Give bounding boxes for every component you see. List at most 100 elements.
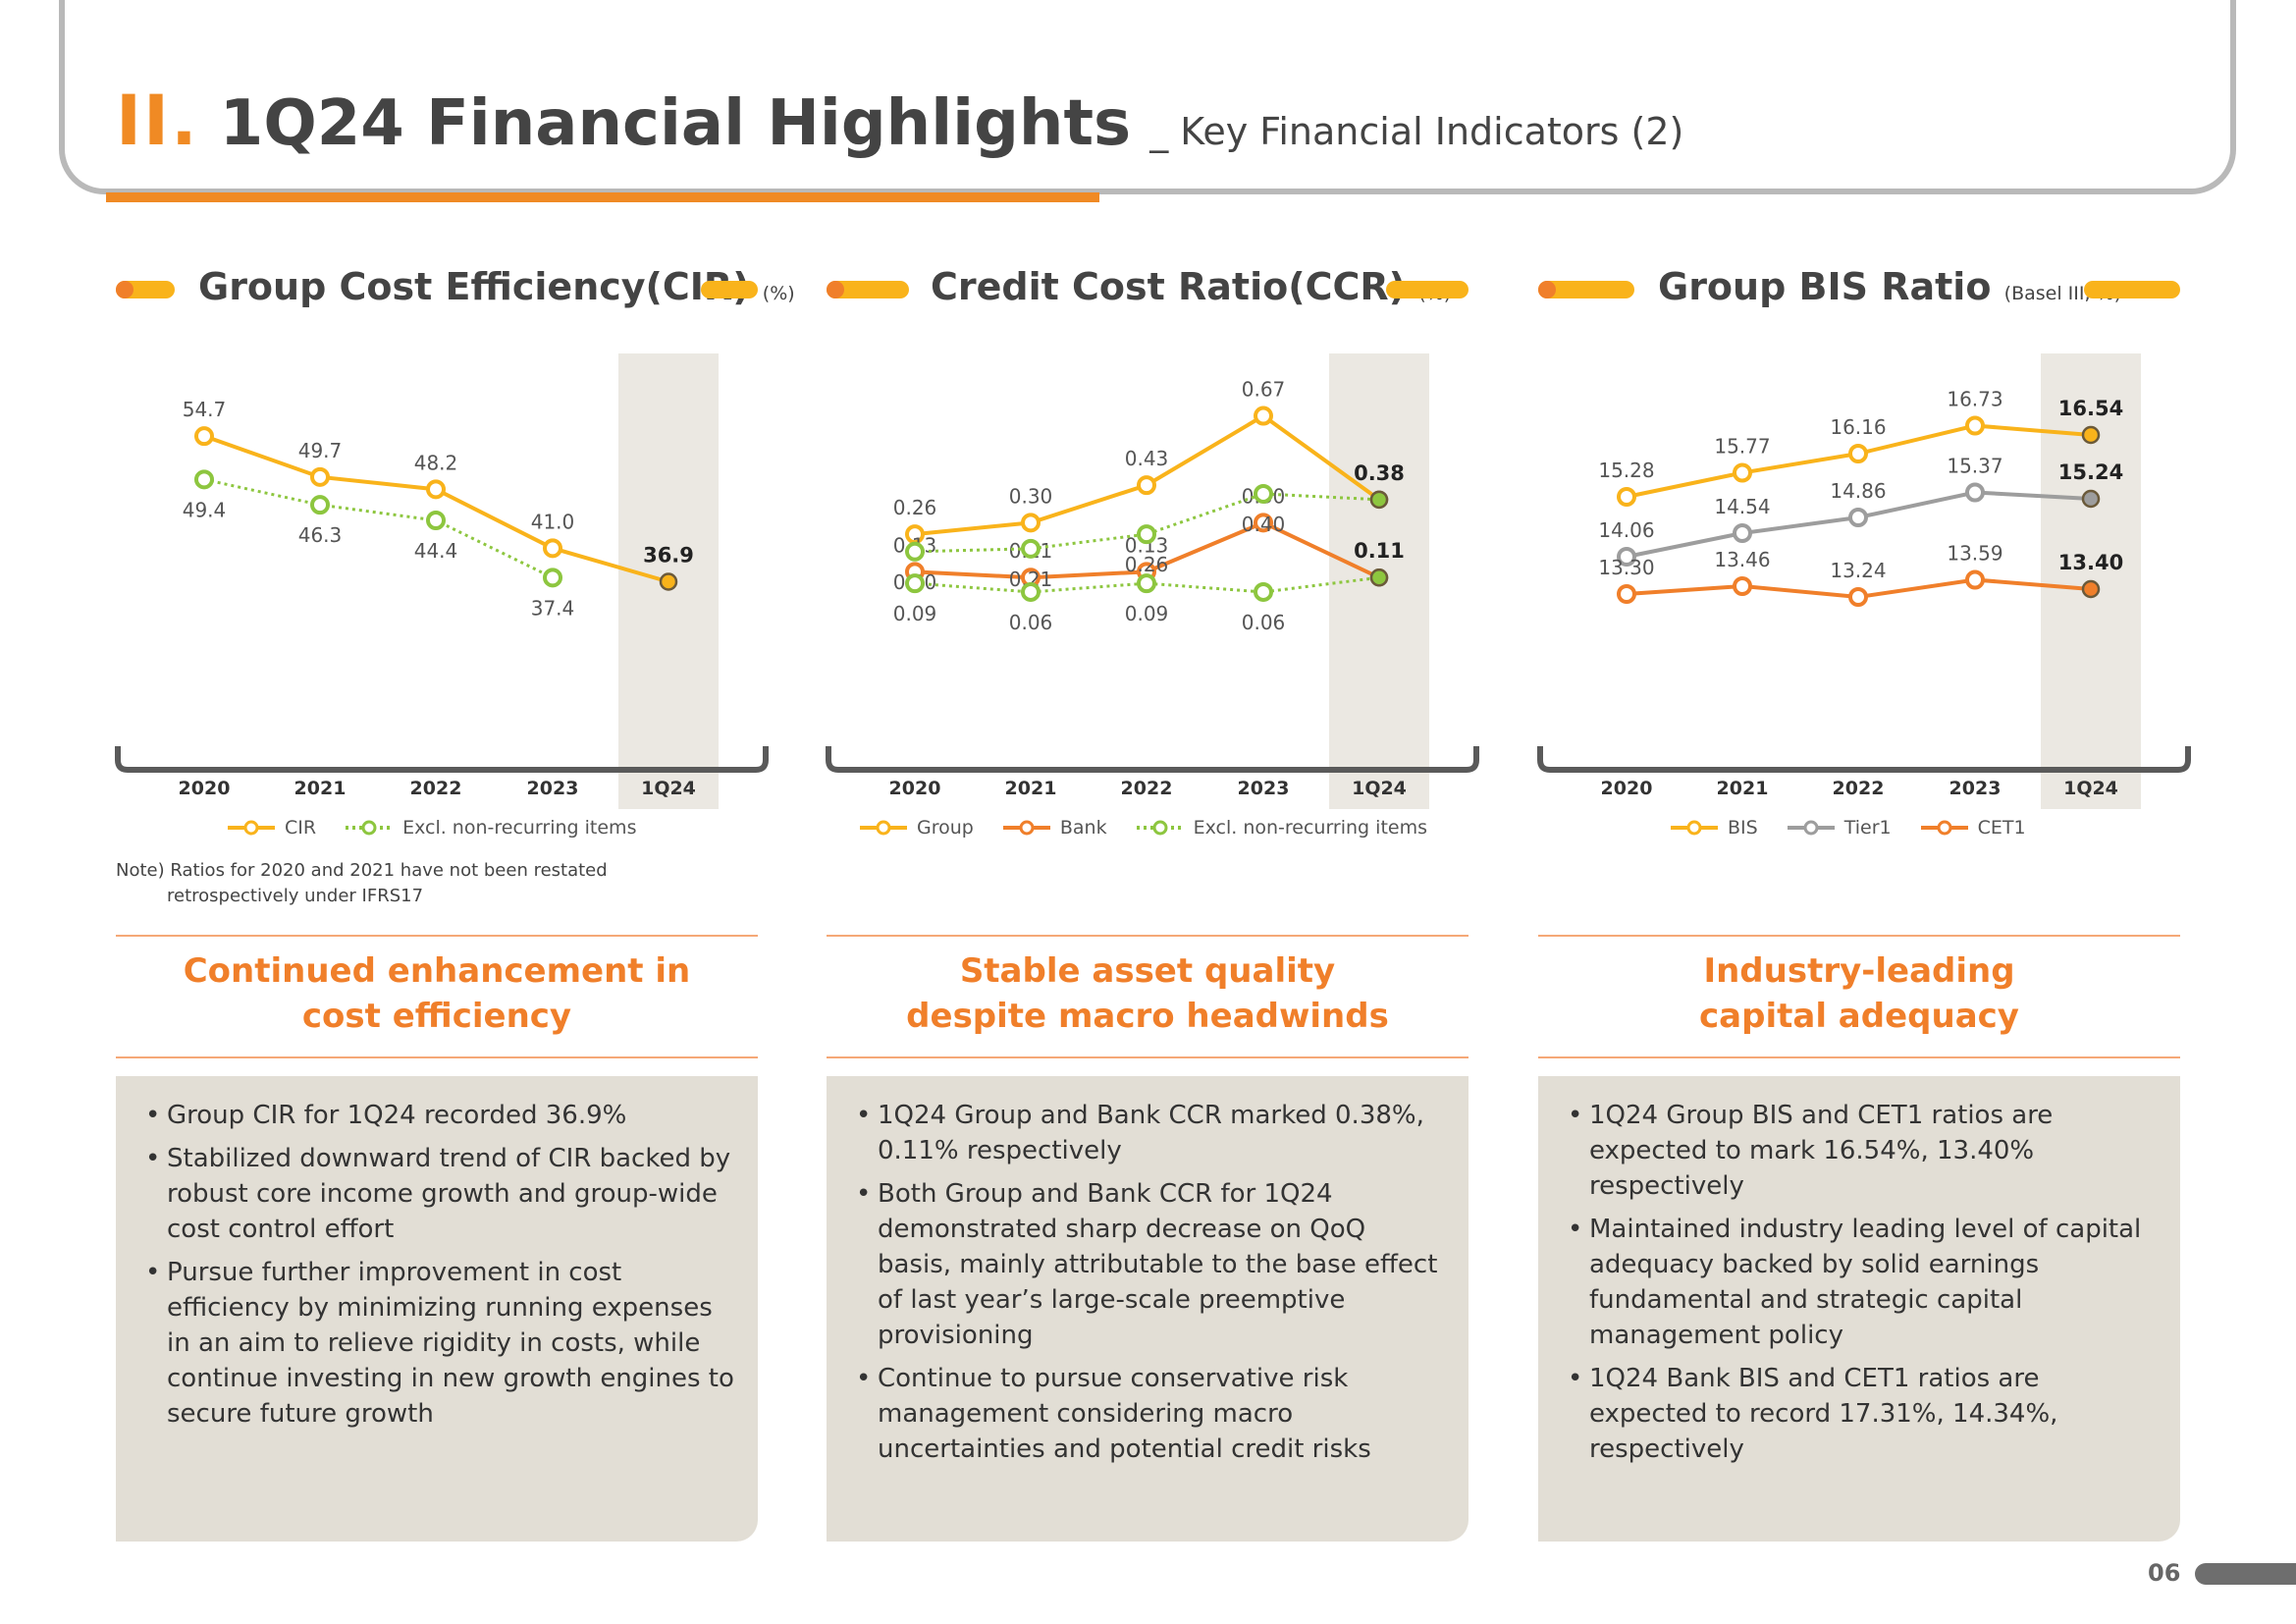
data-point [2081,425,2101,445]
bullet-item: 1Q24 Bank BIS and CET1 ratios are expect… [1568,1361,2157,1467]
data-point [194,426,214,447]
section-header-ccr: Credit Cost Ratio(CCR) (%) [827,261,1468,320]
legend-swatch-icon [1002,820,1050,836]
chart-note: Note) Ratios for 2020 and 2021 have not … [116,860,608,906]
data-label: 44.4 [414,539,458,563]
data-point [1733,576,1752,596]
data-point [1254,406,1273,426]
section-header-bis: Group BIS Ratio (Basel III, %) [1538,261,2180,320]
legend-item: Excl. non-recurring items [344,817,636,839]
divider-bottom [827,1056,1468,1058]
data-point [1965,415,1985,436]
legend-item: Group [858,817,974,839]
data-label: 46.3 [298,523,343,547]
data-point [1137,475,1156,496]
chart-ccr-svg: 2020 2021 2022 2023 1Q24 0.26 0.30 0.43 0.67 0.38… [826,353,1479,809]
data-label: 13.24 [1830,559,1886,582]
x-tick-label: 2023 [527,778,579,799]
x-tick-label: 2021 [1717,778,1769,799]
legend-swatch-icon [1136,820,1184,836]
x-tick-label: 1Q24 [1352,778,1407,799]
x-tick-label: 2021 [1005,778,1057,799]
section-title: Credit Cost Ratio(CCR) (%) [931,265,1451,308]
data-label: 48.2 [414,451,458,474]
data-label: 13.40 [2058,551,2123,574]
data-point [426,511,446,530]
series-line [203,477,554,579]
legend-ccr: Group Bank Excl. non-recurring items [858,817,1455,846]
pill-left-icon [116,281,175,298]
legend-item: Tier1 [1786,817,1892,839]
chart-cir-svg: 2020 2021 2022 2023 1Q24 54.7 49.7 48.2 41.0 36.9… [115,353,769,809]
chart-bis: 2020 2021 2022 2023 1Q24 15.28 15.77 16.16 16.73… [1530,344,2198,815]
bullet-item: Both Group and Bank CCR for 1Q24 demonst… [856,1176,1445,1353]
data-point [1617,487,1636,507]
divider-top [1538,935,2180,937]
legend-label: BIS [1728,817,1758,839]
data-point [1848,508,1868,527]
data-point [1965,482,1985,503]
pill-left-icon [827,281,909,298]
data-label: 16.54 [2058,397,2123,420]
data-label: 49.4 [183,498,227,521]
data-point [1965,569,1985,590]
data-point [1254,581,1273,602]
data-label: 49.7 [298,439,343,462]
series-line [914,492,1380,554]
data-point [1617,584,1636,604]
legend-item: Bank [1001,817,1107,839]
divider-top [116,935,758,937]
legend-label: Group [917,817,974,839]
data-point [659,572,678,591]
data-point [905,573,925,594]
x-tick-label: 2023 [1238,778,1290,799]
bullet-item: Pursue further improvement in cost effic… [145,1255,734,1432]
pill-right-icon [701,281,758,298]
legend-swatch-icon [1920,820,1968,836]
x-tick-label: 2020 [1601,778,1653,799]
data-label: 0.43 [1125,447,1169,470]
x-axis-bracket [1537,746,2191,773]
data-label: 13.46 [1714,548,1770,571]
bullet-item: 1Q24 Group BIS and CET1 ratios are expec… [1568,1098,2157,1204]
data-label: 13.30 [1598,556,1654,579]
x-tick-label: 1Q24 [641,778,696,799]
x-tick-label: 2022 [410,778,462,799]
legend-item: CIR [226,817,316,839]
legend-label: CET1 [1977,817,2026,839]
data-label: 36.9 [643,544,694,568]
bullet-item: Stabilized downward trend of CIR backed … [145,1141,734,1247]
data-label: 14.54 [1714,495,1770,518]
data-point [310,495,330,515]
data-label: 54.7 [183,398,227,421]
data-label: 0.06 [1009,611,1053,634]
bullet-item: Maintained industry leading level of cap… [1568,1212,2157,1353]
pill-left-icon [1538,281,1634,298]
data-label: 16.73 [1947,388,2002,411]
data-label: 0.40 [1242,513,1286,536]
pill-right-icon [2084,281,2180,298]
data-label: 0.09 [1125,602,1169,625]
data-point [543,568,562,588]
data-label: 0.09 [893,602,937,625]
chart-cir: 2020 2021 2022 2023 1Q24 54.7 49.7 48.2 41.0 36.9… [108,344,775,815]
legend-label: Tier1 [1843,817,1892,839]
data-point [1021,538,1041,559]
title-subtitle: _ Key Financial Indicators (2) [1149,110,1684,153]
data-label: 15.37 [1947,455,2002,478]
divider-top [827,935,1468,937]
section-number: II. [116,81,199,161]
data-point [310,466,330,487]
data-point [1617,547,1636,567]
x-tick-label: 2022 [1121,778,1173,799]
legend-swatch-icon [1671,820,1718,836]
data-point [905,541,925,562]
page-number-bar [2195,1563,2296,1585]
page-number: 06 [2148,1559,2181,1587]
data-label: 0.38 [1354,461,1405,485]
data-label: 14.86 [1830,479,1886,503]
data-label: 0.30 [1009,484,1053,508]
legend-swatch-icon [228,820,275,836]
data-label: 14.06 [1598,518,1654,542]
legend-cir: CIR Excl. non-recurring items [226,817,664,846]
